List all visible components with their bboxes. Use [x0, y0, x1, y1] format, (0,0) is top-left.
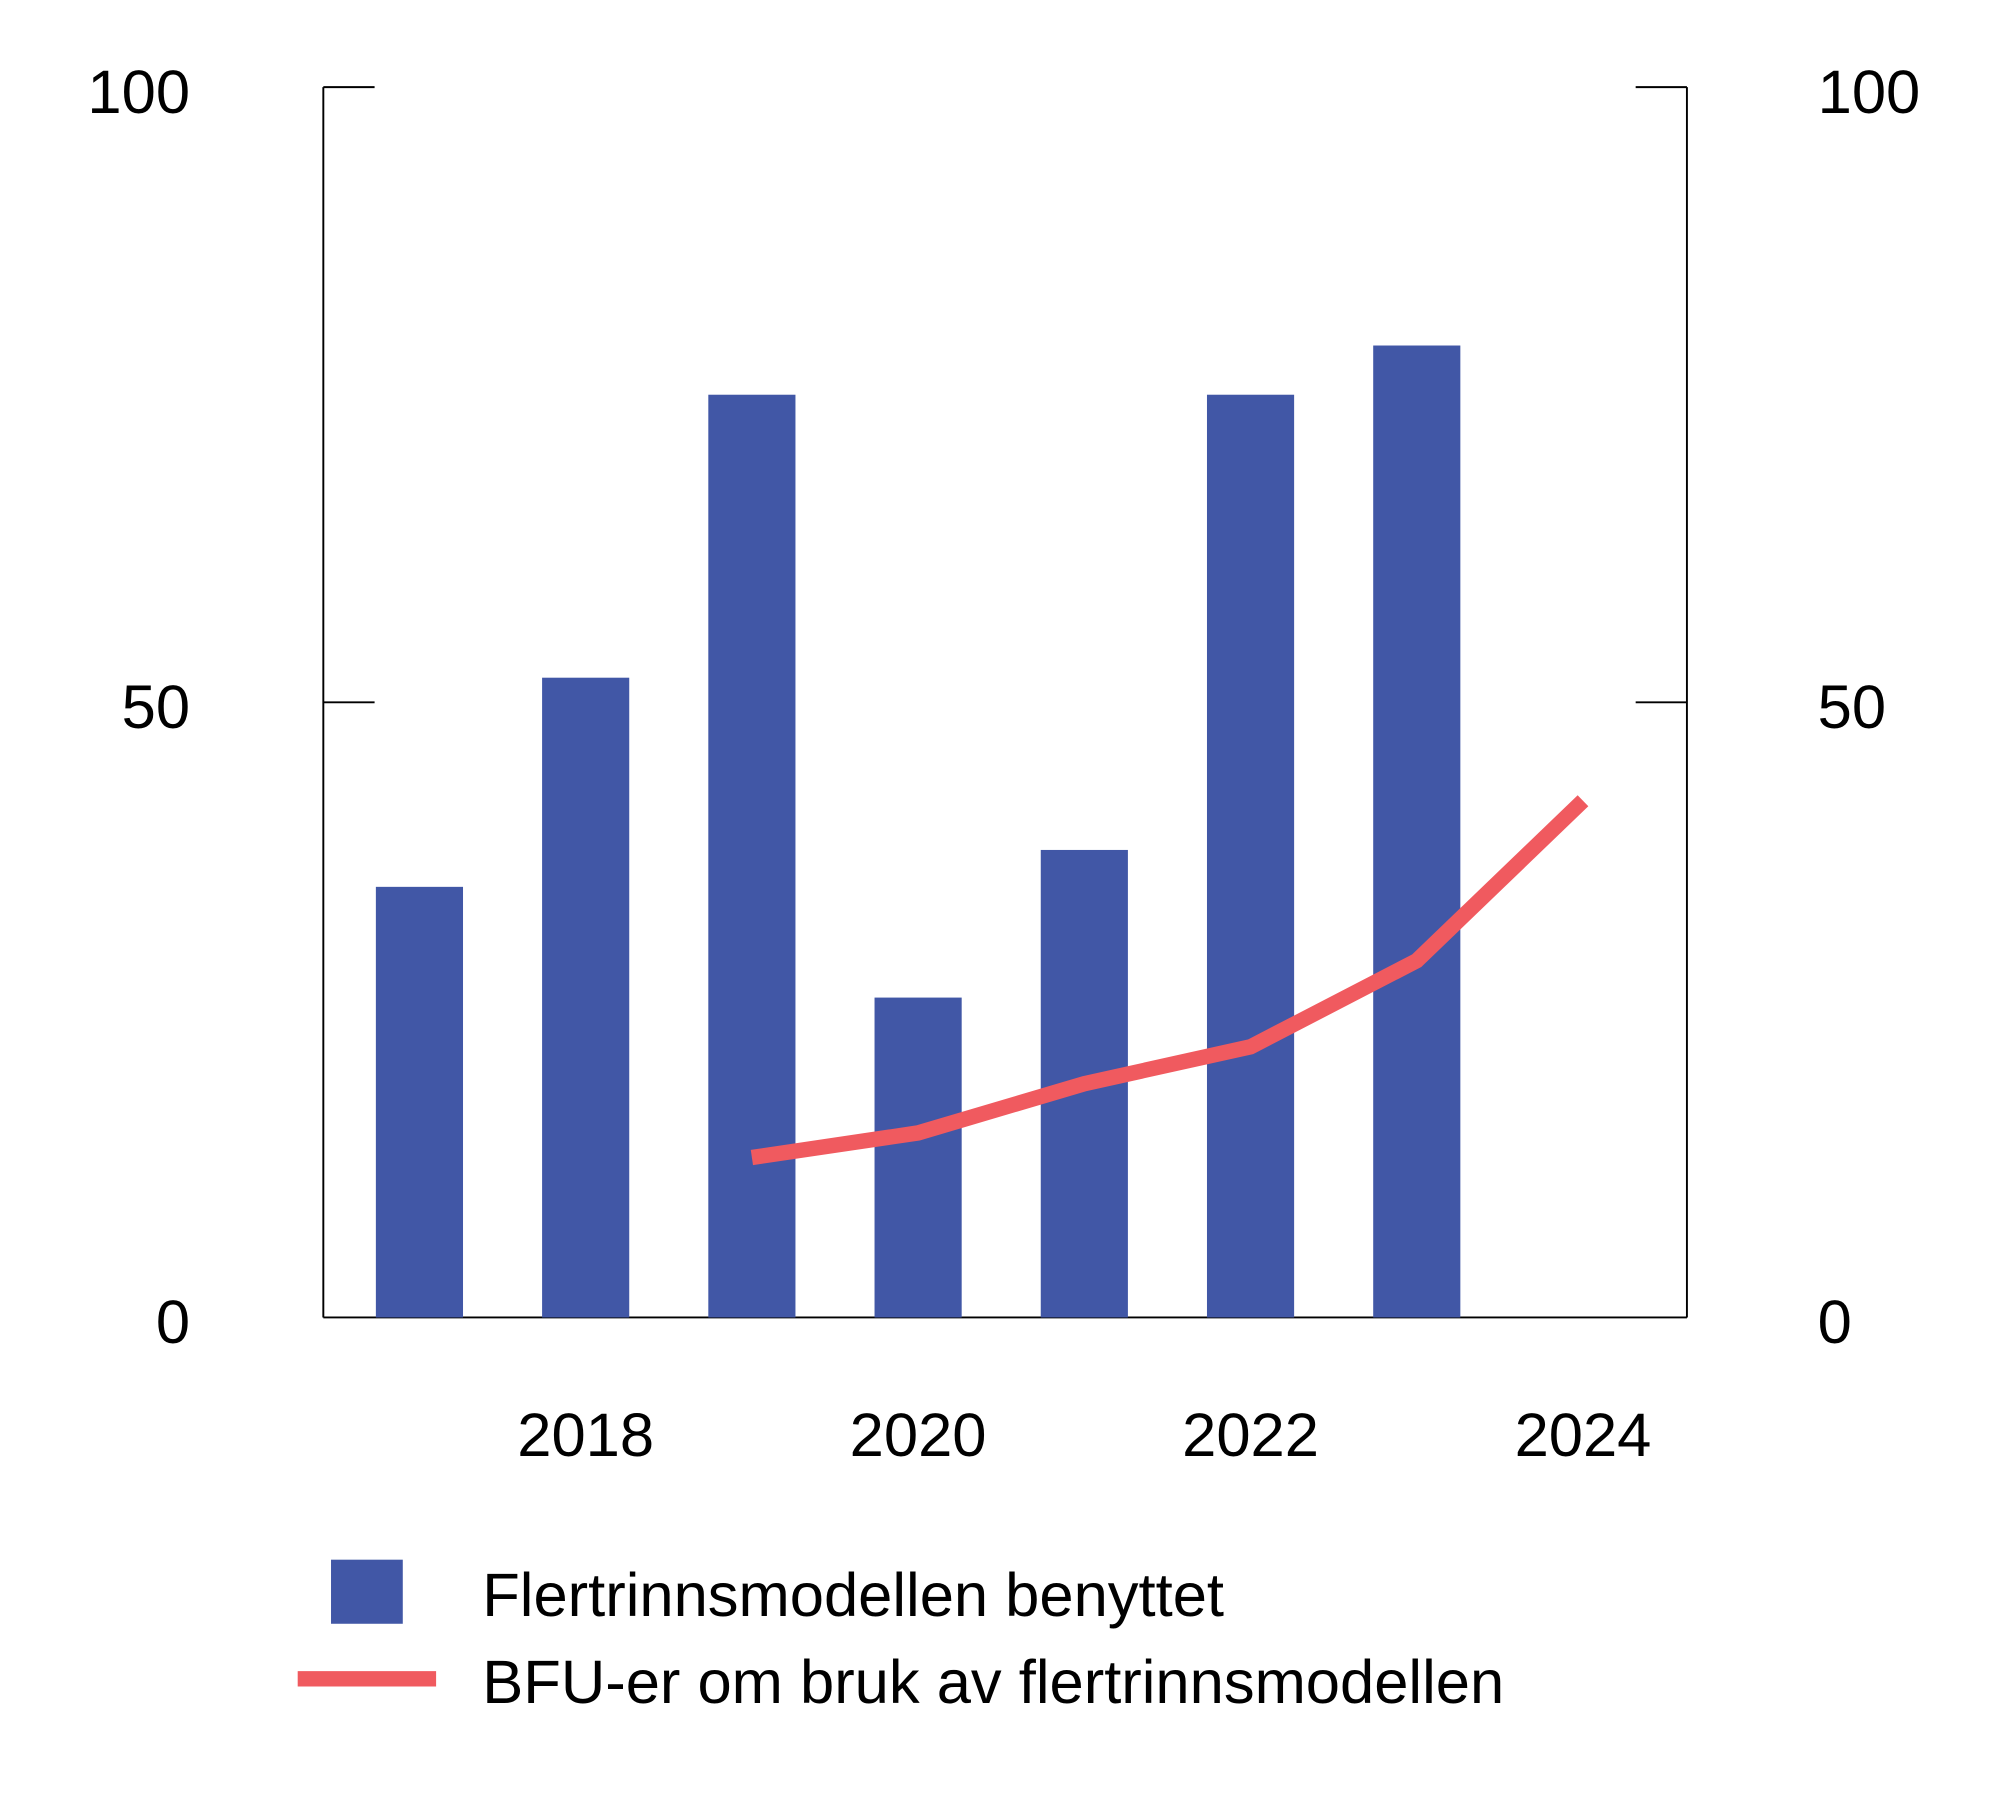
bar-2022	[1206, 394, 1295, 1318]
bar-2017	[375, 886, 464, 1318]
y-tick-label-left: 50	[122, 673, 190, 742]
bar-2020	[874, 997, 962, 1318]
axes: 0 0 50 50 100 100 2018 2020 2022 2024	[87, 58, 1920, 1470]
line-path	[750, 795, 1589, 1166]
y-tick-label-right: 0	[1818, 1288, 1852, 1357]
legend: Flertrinnsmodellen benyttet BFU-er om br…	[297, 1559, 1504, 1717]
bar-2019	[708, 394, 796, 1318]
y-tick-label-right: 100	[1818, 58, 1921, 127]
y-tick-label-left: 0	[156, 1288, 190, 1357]
legend-line-label: BFU-er om bruk av flertrinnsmodellen	[482, 1648, 1504, 1717]
x-tick-label: 2024	[1515, 1401, 1652, 1470]
line-series	[750, 795, 1589, 1166]
bars	[375, 345, 1461, 1318]
x-tick-label: 2018	[517, 1401, 654, 1470]
y-tick-label-left: 100	[87, 58, 190, 127]
x-tick-label: 2022	[1182, 1401, 1319, 1470]
legend-bar-label: Flertrinnsmodellen benyttet	[482, 1561, 1224, 1630]
legend-bar-swatch	[331, 1559, 403, 1624]
bar-2018	[542, 677, 630, 1318]
x-tick-label: 2020	[850, 1401, 987, 1470]
bar-2023	[1373, 345, 1461, 1318]
y-tick-label-right: 50	[1818, 673, 1886, 742]
